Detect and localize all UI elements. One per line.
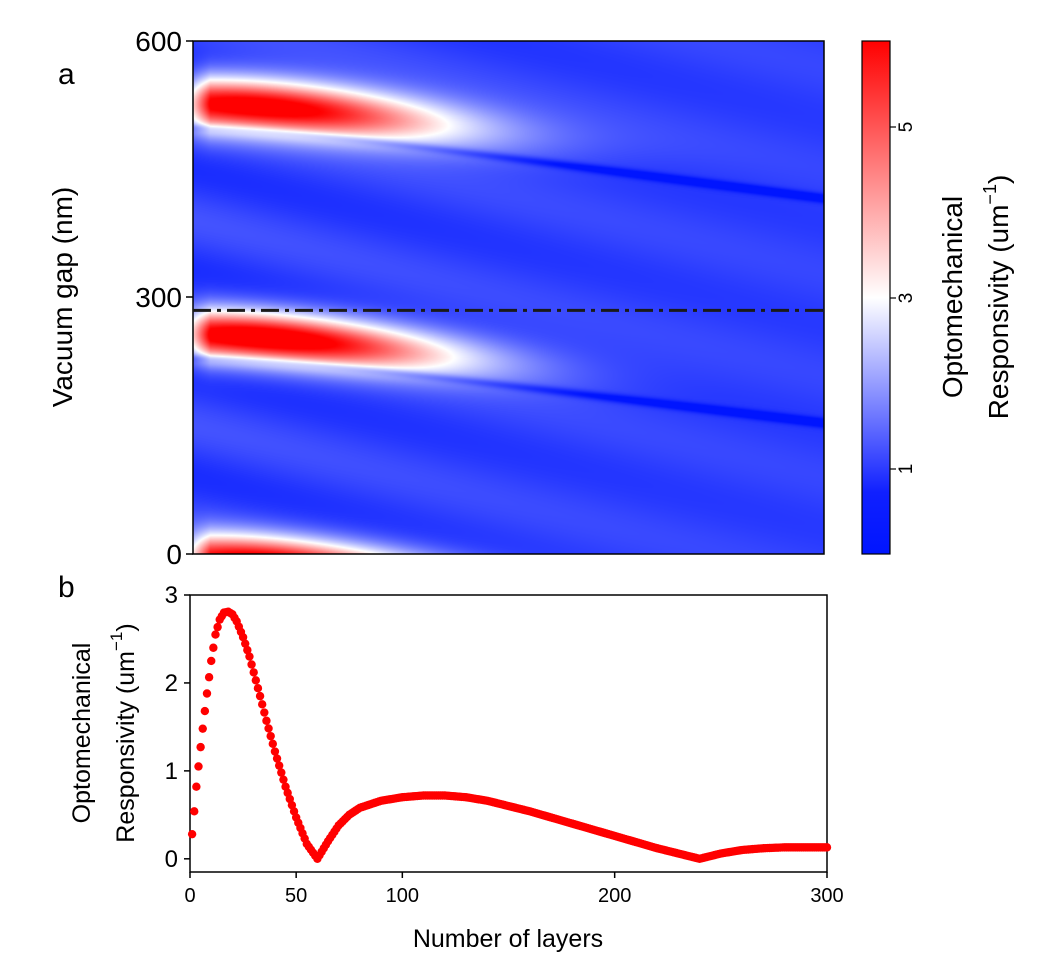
data-point — [277, 768, 286, 777]
b-ylabel-exp: −1 — [107, 632, 126, 651]
heatmap-canvas-wrap — [193, 41, 824, 554]
cb-title-line1: Optomechanical — [937, 196, 968, 398]
data-point — [207, 656, 216, 666]
data-point — [200, 706, 210, 716]
data-point — [268, 739, 278, 749]
data-point — [209, 643, 218, 652]
cb-title-line2-text: Responsivity (um−1) — [980, 175, 1014, 420]
colorbar-gradient — [861, 40, 891, 555]
b-xtick-label: 100 — [386, 885, 419, 907]
data-point — [187, 829, 197, 839]
cb-tick-3: 3 — [896, 293, 917, 304]
a-ylabel: Vacuum gap (nm) — [47, 187, 78, 407]
data-point — [245, 652, 254, 661]
data-point — [822, 843, 832, 852]
b-xtick-label: 50 — [285, 885, 307, 907]
colorbar: 1 3 5 Optomechanical Responsivity (um−1) — [861, 40, 1014, 555]
a-ytick-600: 600 — [135, 26, 182, 57]
b-xtick-label: 0 — [184, 885, 195, 907]
cb-title-exp: −1 — [980, 184, 1000, 205]
data-point — [198, 724, 207, 733]
b-ticks: 0 50 100 200 300 0 1 2 3 — [165, 582, 844, 907]
data-point — [270, 747, 280, 756]
a-ytick-300: 300 — [135, 282, 182, 313]
b-ytick-label: 1 — [165, 758, 178, 785]
heatmap-canvas — [193, 41, 824, 554]
b-ylabel-line1: Optomechanical — [68, 643, 96, 824]
b-xlabel: Number of layers — [413, 925, 603, 953]
data-point — [264, 724, 273, 733]
data-point — [241, 639, 250, 648]
cb-tick-5: 5 — [896, 122, 917, 133]
b-points — [187, 607, 832, 864]
data-point — [243, 645, 252, 655]
data-point — [249, 668, 258, 677]
b-ytick-label: 2 — [165, 670, 178, 697]
b-ytick-label: 0 — [165, 846, 178, 873]
panel-b: 0 50 100 200 300 0 1 2 3 Number of layers Optome… — [68, 582, 844, 953]
panel-b-label: b — [58, 571, 75, 604]
data-point — [196, 742, 205, 752]
cb-title-main: Responsivity (um — [983, 205, 1014, 420]
data-point — [192, 782, 201, 791]
cb-tick-1: 1 — [896, 464, 917, 475]
data-point — [194, 762, 203, 771]
data-point — [274, 761, 284, 770]
data-point — [262, 716, 271, 725]
b-ylabel-line2: Responsivity (um−1) — [107, 623, 140, 842]
cb-title-close: ) — [983, 175, 1014, 184]
b-ylabel-line2-text: Responsivity (um−1) — [107, 623, 140, 842]
data-point — [204, 673, 214, 682]
b-ytick-label: 3 — [165, 582, 178, 609]
data-point — [211, 630, 220, 639]
data-point — [255, 691, 265, 701]
a-ytick-0: 0 — [166, 539, 182, 570]
panel-a: 600 300 0 Vacuum gap (nm) — [47, 26, 825, 570]
b-frame — [189, 594, 828, 873]
data-point — [272, 754, 282, 763]
data-point — [213, 622, 222, 632]
b-xtick-label: 200 — [598, 885, 631, 907]
b-xtick-label: 300 — [810, 885, 843, 907]
data-point — [202, 689, 212, 698]
data-point — [260, 708, 269, 717]
b-ylabel-close: ) — [112, 623, 140, 631]
data-point — [238, 633, 248, 642]
data-point — [251, 676, 261, 685]
data-point — [190, 807, 199, 816]
panel-a-label: a — [58, 58, 75, 91]
data-point — [253, 684, 263, 693]
data-point — [279, 775, 288, 784]
data-point — [247, 660, 256, 669]
b-ylabel-main: Responsivity (um — [112, 651, 140, 843]
cb-title-line2: Responsivity (um−1) — [980, 175, 1014, 420]
data-point — [257, 700, 267, 709]
data-point — [266, 731, 275, 741]
